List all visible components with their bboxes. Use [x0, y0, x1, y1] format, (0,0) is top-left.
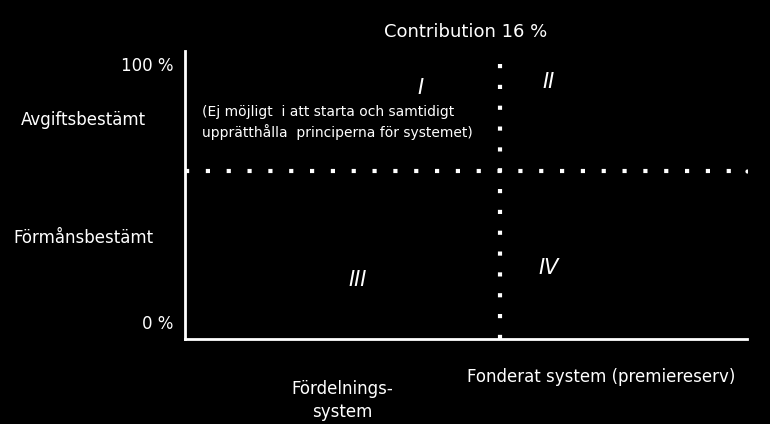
Text: (Ej möjligt  i att starta och samtidigt
upprätthålla  principerna för systemet): (Ej möjligt i att starta och samtidigt u…	[202, 105, 473, 140]
Text: 0 %: 0 %	[142, 315, 173, 333]
Text: IV: IV	[539, 258, 559, 279]
Text: Fonderat system (premiereserv): Fonderat system (premiereserv)	[467, 368, 735, 386]
Text: III: III	[349, 270, 367, 290]
Text: I: I	[418, 78, 424, 98]
Text: Avgiftsbestämt: Avgiftsbestämt	[21, 111, 146, 129]
Title: Contribution 16 %: Contribution 16 %	[384, 23, 547, 41]
Text: 100 %: 100 %	[121, 57, 173, 75]
Text: Fördelnings-
system: Fördelnings- system	[291, 379, 393, 421]
Text: II: II	[543, 72, 555, 92]
Text: Förmånsbestämt: Förmånsbestämt	[14, 229, 154, 247]
